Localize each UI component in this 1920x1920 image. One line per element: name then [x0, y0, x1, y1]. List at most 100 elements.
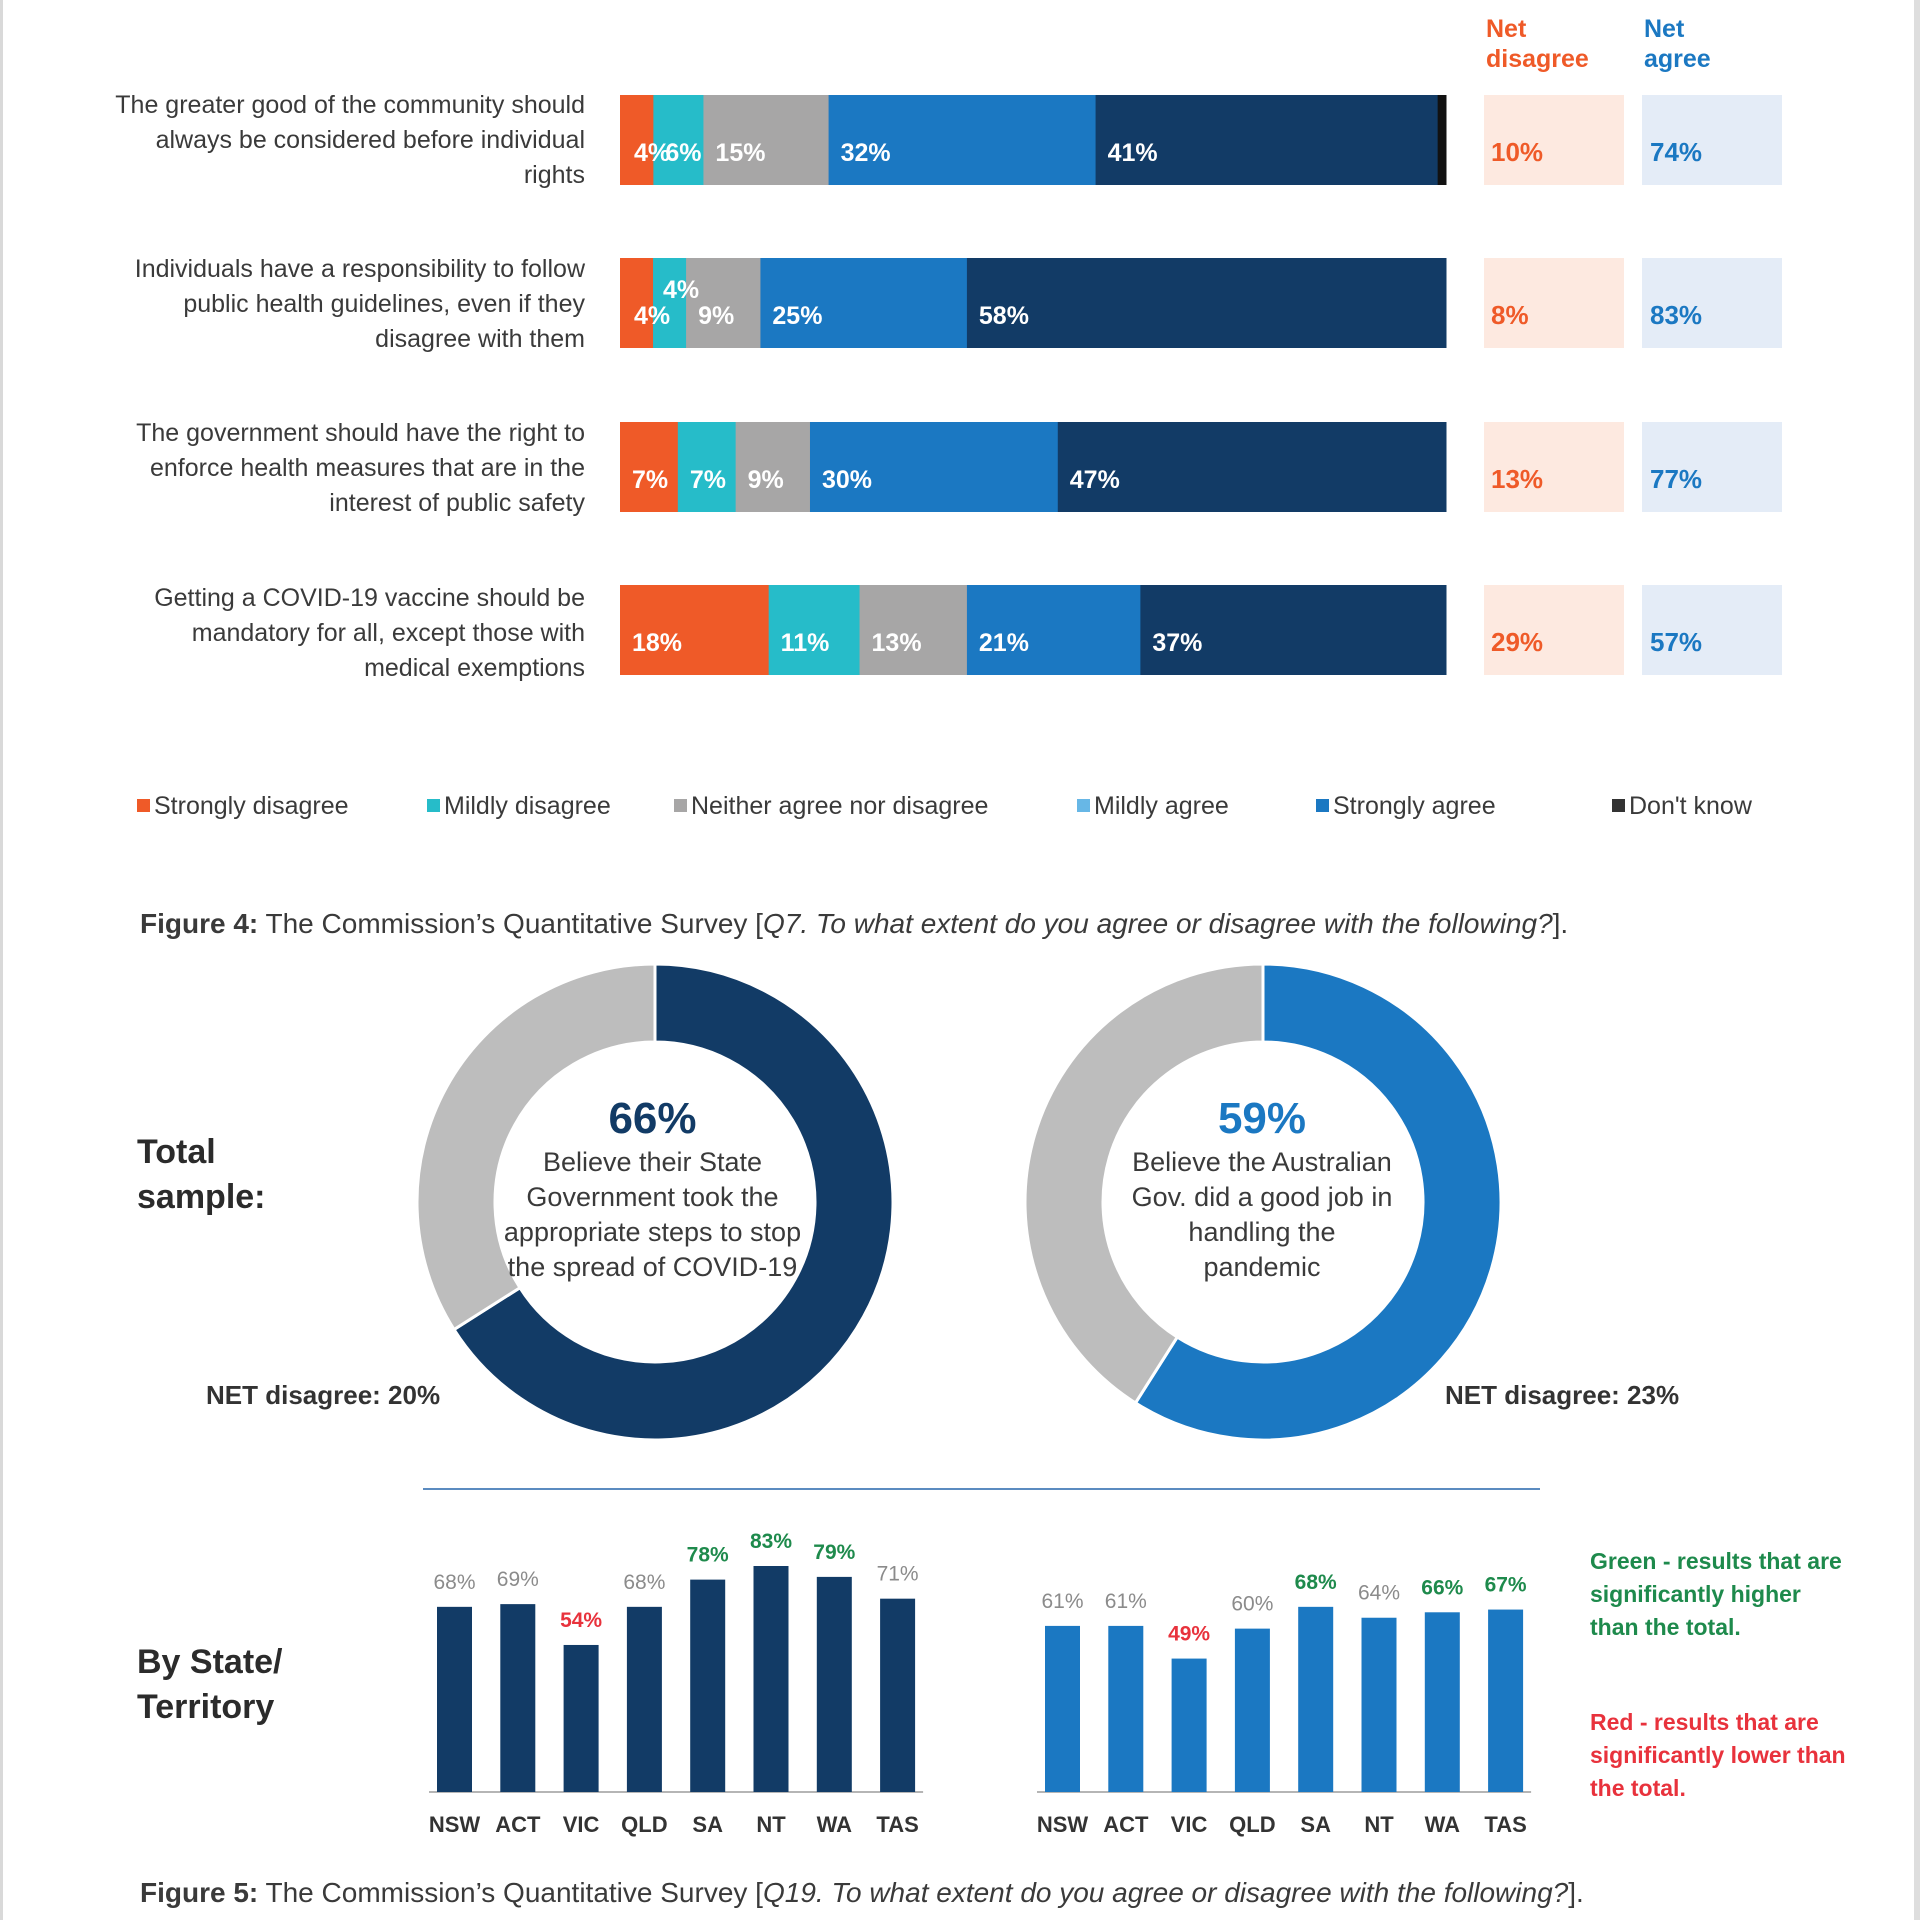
data-label: 4% — [634, 302, 670, 330]
donut-charts — [415, 962, 1503, 1442]
data-label: 21% — [979, 629, 1029, 657]
figure-5-caption-question: Q19. To what extent do you agree or disa… — [762, 1877, 1569, 1908]
bar-segment — [768, 585, 861, 675]
state-tick-label: TAS — [1484, 1812, 1526, 1837]
state-tick-label: WA — [817, 1812, 853, 1837]
net-agree-box — [1642, 422, 1782, 512]
state-tick-label: NSW — [1037, 1812, 1089, 1837]
state-bar — [1298, 1606, 1334, 1792]
donut-2-main-segment — [1133, 962, 1503, 1442]
bar-segment — [653, 95, 704, 185]
state-bar — [1488, 1609, 1524, 1792]
state-bar-charts: 68% NSW 69% ACT 54% VIC 68% QLD 78% SA 83% NT 79% WA 7… — [423, 1488, 1540, 1837]
net-agree-value: 77% — [1650, 464, 1702, 494]
legend-item: Mildly disagree — [427, 792, 611, 821]
net-disagree-value: 8% — [1491, 300, 1529, 330]
by-state-label: By State/ Territory — [137, 1643, 283, 1726]
net-disagree-header: Net disagree — [1486, 15, 1589, 73]
state-bar-value: 64% — [1358, 1582, 1400, 1605]
legend-item: Neither agree nor disagree — [674, 792, 988, 821]
state-tick-label: TAS — [876, 1812, 918, 1837]
figure-4-caption: Figure 4: The Commission’s Quantitative … — [140, 908, 1568, 940]
stacked-bar-chart: 4%6% 15% 32% 41% 10% 74%4%4%9% 25% 58% 8% 83%7% 7%… — [620, 95, 1782, 675]
legend-label: Mildly agree — [1094, 792, 1229, 820]
data-label: 58% — [979, 302, 1029, 330]
state-bar-value: 68% — [1295, 1571, 1337, 1594]
state-tick-label: NT — [756, 1812, 786, 1837]
state-bar-value: 61% — [1105, 1590, 1147, 1613]
data-label: 11% — [781, 629, 830, 657]
net-disagree-value: 13% — [1491, 464, 1543, 494]
legend-item: Strongly disagree — [137, 792, 349, 821]
state-tick-label: WA — [1425, 1812, 1461, 1837]
data-label: 9% — [748, 466, 784, 494]
state-bar — [1045, 1625, 1080, 1792]
bar-segment — [1057, 422, 1447, 512]
donut-1-description: Believe their State Government took the … — [503, 1147, 802, 1282]
net-agree-value: 57% — [1650, 627, 1702, 657]
state-bar-value: 54% — [560, 1609, 602, 1632]
bar-segment — [859, 585, 968, 675]
state-tick-label: ACT — [495, 1812, 541, 1837]
data-label: 18% — [632, 629, 682, 657]
data-label: 7% — [690, 466, 726, 494]
state-tick-label: NSW — [429, 1812, 481, 1837]
state-bar-value: 68% — [623, 1571, 665, 1594]
statement-1: The greater good of the community should… — [115, 91, 585, 189]
state-bar-value: 66% — [1421, 1576, 1463, 1599]
state-bar — [816, 1576, 852, 1792]
legend-label: Neither agree nor disagree — [691, 792, 989, 820]
net-disagree-box — [1484, 95, 1624, 185]
state-bar — [1424, 1612, 1460, 1792]
figure-4-caption-end: ]. — [1552, 908, 1569, 939]
figure-4-caption-question: Q7. To what extent do you agree or disag… — [762, 908, 1553, 939]
donut-2-pct: 59% — [1217, 1094, 1307, 1143]
state-tick-label: QLD — [621, 1812, 667, 1837]
net-disagree-box — [1484, 585, 1624, 675]
net-agree-box — [1642, 585, 1782, 675]
legend-swatch — [1316, 799, 1329, 812]
state-bar-value: 49% — [1168, 1623, 1210, 1646]
state-bar — [1171, 1658, 1207, 1792]
state-bar — [626, 1606, 662, 1792]
state-bar-value: 60% — [1231, 1593, 1273, 1616]
state-bar-value: 69% — [497, 1568, 539, 1591]
state-bar — [563, 1644, 599, 1792]
net-agree-box — [1642, 258, 1782, 348]
legend-swatch — [674, 799, 687, 812]
donut-2-text: 59% Believe the Australian Gov. did a go… — [1127, 1093, 1397, 1285]
state-bar — [1234, 1628, 1270, 1792]
net-disagree-box — [1484, 422, 1624, 512]
donut-1-rest-segment — [415, 962, 657, 1332]
state-tick-label: ACT — [1103, 1812, 1149, 1837]
data-label: 37% — [1152, 629, 1202, 657]
bar-segment — [686, 258, 761, 348]
bar-segment — [620, 585, 770, 675]
state-tick-label: QLD — [1229, 1812, 1275, 1837]
total-sample-label: Total sample: — [137, 1133, 266, 1216]
state-bar-value: 68% — [433, 1571, 475, 1594]
legend-swatch — [1612, 799, 1625, 812]
state-bar — [437, 1606, 472, 1792]
donut-1-net-disagree: NET disagree: 20% — [206, 1380, 441, 1410]
state-bar — [880, 1598, 916, 1792]
donut-1-text: 66% Believe their State Government took … — [490, 1093, 815, 1285]
bar-segment — [966, 258, 1447, 348]
figure-5-caption-end: ]. — [1568, 1877, 1584, 1908]
figure-5-caption-text: The Commission’s Quantitative Survey [ — [258, 1877, 763, 1908]
bar-segment — [703, 95, 830, 185]
state-bar — [500, 1604, 536, 1792]
bar-segment — [828, 95, 1097, 185]
legend-item: Strongly agree — [1316, 792, 1496, 821]
data-label: 6% — [665, 139, 701, 167]
bar-segment — [809, 422, 1059, 512]
net-agree-box — [1642, 95, 1782, 185]
legend-item: Don't know — [1612, 792, 1752, 821]
figure-4-caption-text: The Commission’s Quantitative Survey [ — [258, 908, 763, 939]
legend-swatch — [137, 799, 150, 812]
legend-swatch — [1077, 799, 1090, 812]
data-label: 13% — [872, 629, 922, 657]
state-bar-value: 83% — [750, 1530, 792, 1553]
page-border-right — [1914, 0, 1920, 1920]
state-bar — [1361, 1617, 1397, 1792]
